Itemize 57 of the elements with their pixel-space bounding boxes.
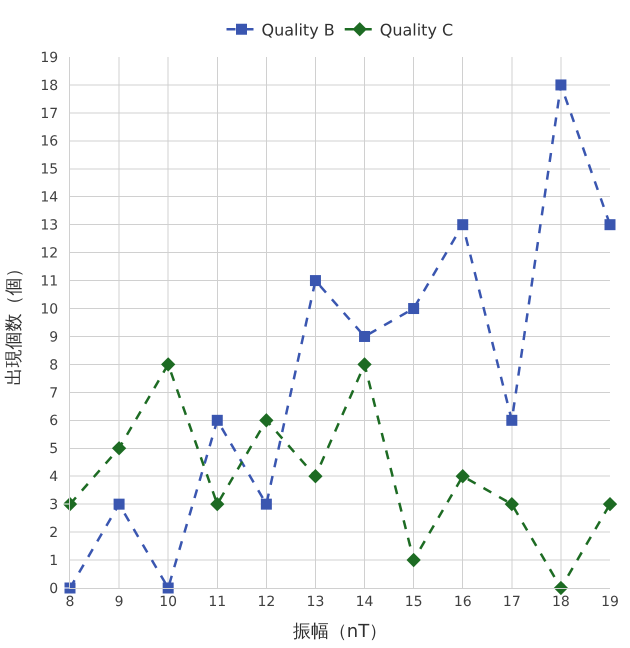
y-tick-label: 5 (49, 441, 58, 458)
y-tick-label: 10 (40, 301, 58, 318)
legend-label: Quality B (262, 20, 335, 40)
point (212, 414, 223, 426)
point (162, 582, 174, 594)
y-tick-label: 14 (40, 190, 58, 206)
y-tick-label: 15 (40, 162, 58, 178)
point (506, 414, 518, 426)
legend-label: Quality C (380, 20, 454, 40)
x-tick-label: 18 (552, 594, 570, 610)
y-tick-label: 9 (49, 329, 58, 346)
x-tick-label: 10 (159, 594, 178, 610)
y-tick-label: 8 (49, 357, 58, 374)
point (457, 219, 468, 230)
y-tick-label: 18 (40, 78, 58, 94)
x-tick-label: 15 (404, 594, 423, 610)
y-tick-label: 17 (40, 106, 58, 122)
point (210, 497, 224, 512)
x-tick-label: 19 (601, 594, 619, 610)
x-tick-label: 17 (502, 594, 521, 610)
y-tick-label: 1 (49, 552, 58, 569)
point (406, 552, 421, 568)
y-tick-label: 0 (49, 580, 58, 597)
point (602, 497, 618, 512)
y-axis-title: 出現個数（個） (4, 260, 25, 386)
point (112, 441, 126, 456)
x-tick-label: 16 (454, 594, 472, 610)
y-tick-label: 3 (49, 497, 58, 514)
y-tick-label: 19 (40, 50, 58, 66)
x-tick-label: 14 (356, 594, 374, 610)
point (456, 469, 470, 484)
point (504, 497, 519, 512)
x-tick-label: 11 (208, 594, 226, 610)
x-tick-label: 13 (306, 594, 324, 610)
y-tick-label: 4 (49, 469, 58, 486)
x-axis-title: 振幅（nT） (292, 620, 388, 642)
point (310, 275, 321, 286)
point (359, 330, 370, 342)
y-tick-label: 16 (40, 134, 58, 150)
y-tick-label: 11 (40, 273, 58, 290)
point (604, 219, 616, 230)
y-tick-label: 2 (49, 525, 58, 542)
y-tick-label: 7 (49, 385, 58, 402)
y-tick-label: 12 (40, 246, 58, 262)
x-tick-label: 12 (257, 594, 276, 610)
point (161, 357, 176, 372)
point (357, 357, 372, 372)
x-tick-label: 9 (114, 594, 124, 610)
y-tick-label: 6 (49, 413, 58, 430)
point (408, 303, 420, 314)
y-tick-label: 13 (40, 218, 58, 234)
x-tick-label: 8 (66, 594, 74, 610)
point (114, 498, 125, 510)
point (260, 498, 272, 510)
point (308, 469, 323, 484)
point (259, 413, 274, 428)
point (555, 79, 566, 90)
